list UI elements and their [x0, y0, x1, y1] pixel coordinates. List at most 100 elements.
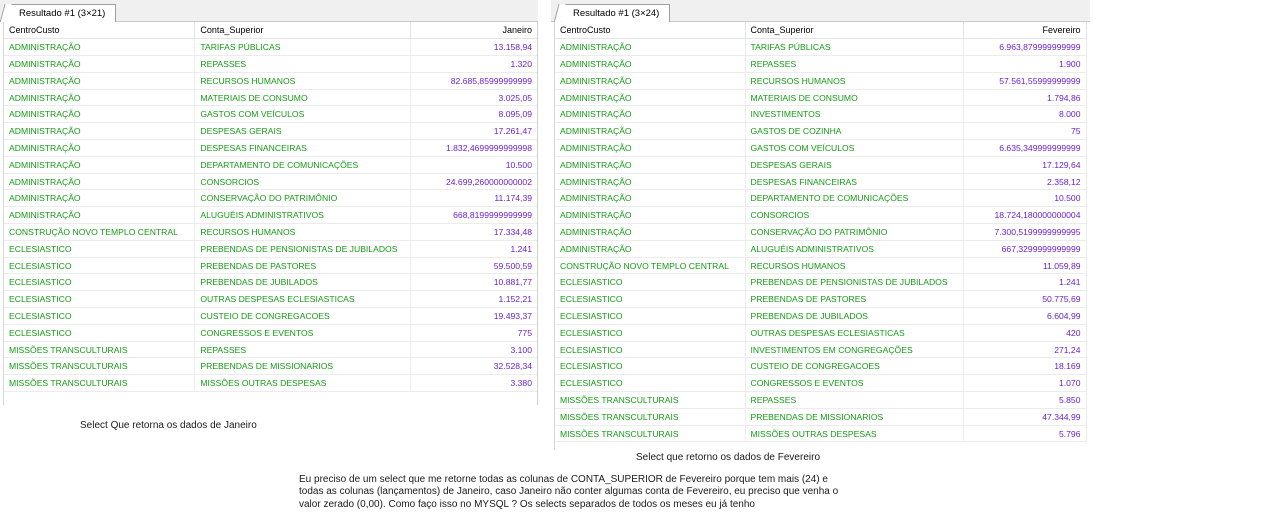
cell-conta-superior[interactable]: REPASSES — [745, 55, 964, 73]
cell-centrocusto[interactable]: ADMINISTRAÇÃO — [555, 72, 746, 90]
cell-valor[interactable]: 6.604,99 — [963, 307, 1087, 325]
cell-valor[interactable]: 10.881,77 — [410, 273, 538, 292]
cell-centrocusto[interactable]: ADMINISTRAÇÃO — [4, 156, 196, 174]
table-row[interactable]: ADMINISTRAÇÃO CONSERVAÇÃO DO PATRIMÔNIO 11… — [4, 189, 538, 208]
cell-valor[interactable]: 32.528,34 — [410, 357, 538, 376]
table-row[interactable]: CONSTRUÇÃO NOVO TEMPLO CENTRAL RECURSOS H… — [555, 257, 1087, 275]
cell-conta-superior[interactable]: CONGRESSOS E EVENTOS — [194, 324, 412, 342]
cell-valor[interactable]: 8.000 — [963, 105, 1087, 124]
column-header-conta-superior[interactable]: Conta_Superior — [194, 22, 412, 40]
table-row[interactable]: ECLESIASTICO PREBENDAS DE PASTORES 59.500,… — [4, 257, 538, 275]
table-row[interactable]: ADMINISTRAÇÃO CONSERVAÇÃO DO PATRIMÔNIO 7.… — [555, 223, 1087, 241]
tab-result-fevereiro[interactable]: Resultado #1 (3×24) — [560, 4, 671, 22]
cell-valor[interactable]: 3.380 — [410, 374, 538, 393]
cell-centrocusto[interactable]: ADMINISTRAÇÃO — [4, 72, 196, 90]
cell-valor[interactable]: 1.241 — [963, 273, 1087, 292]
cell-conta-superior[interactable]: REPASSES — [745, 391, 964, 409]
cell-conta-superior[interactable]: DESPESAS FINANCEIRAS — [745, 173, 964, 191]
cell-centrocusto[interactable]: ECLESIASTICO — [555, 341, 746, 359]
table-row[interactable]: MISSÕES TRANSCULTURAIS REPASSES 3.100 — [4, 341, 538, 359]
cell-conta-superior[interactable]: REPASSES — [194, 55, 412, 73]
table-row[interactable]: ADMINISTRAÇÃO GASTOS COM VEÍCULOS 8.095,09 — [4, 105, 538, 124]
cell-conta-superior[interactable]: TARIFAS PÚBLICAS — [194, 38, 412, 57]
table-row[interactable]: CONSTRUÇÃO NOVO TEMPLO CENTRAL RECURSOS H… — [4, 223, 538, 241]
cell-valor[interactable]: 17.129,64 — [963, 156, 1087, 174]
table-row[interactable]: ECLESIASTICO PREBENDAS DE PASTORES 50.775,… — [555, 290, 1087, 309]
cell-valor[interactable]: 775 — [410, 324, 538, 342]
cell-centrocusto[interactable]: ECLESIASTICO — [555, 290, 746, 309]
cell-centrocusto[interactable]: ADMINISTRAÇÃO — [555, 122, 746, 141]
cell-valor[interactable]: 2.358,12 — [963, 173, 1087, 191]
cell-conta-superior[interactable]: CONSERVAÇÃO DO PATRIMÔNIO — [194, 189, 412, 208]
cell-centrocusto[interactable]: ECLESIASTICO — [4, 273, 196, 292]
table-row[interactable]: MISSÕES TRANSCULTURAIS PREBENDAS DE MISSI… — [555, 408, 1087, 426]
cell-valor[interactable]: 17.261,47 — [410, 122, 538, 141]
cell-valor[interactable]: 5.850 — [963, 391, 1087, 409]
cell-valor[interactable]: 50.775,69 — [963, 290, 1087, 309]
cell-conta-superior[interactable]: RECURSOS HUMANOS — [745, 257, 964, 275]
table-row[interactable]: ADMINISTRAÇÃO MATERIAIS DE CONSUMO 3.025,0… — [4, 89, 538, 107]
cell-centrocusto[interactable]: ADMINISTRAÇÃO — [555, 223, 746, 241]
cell-centrocusto[interactable]: MISSÕES TRANSCULTURAIS — [4, 357, 196, 376]
cell-conta-superior[interactable]: RECURSOS HUMANOS — [194, 223, 412, 241]
cell-conta-superior[interactable]: CONSORCIOS — [745, 206, 964, 225]
cell-conta-superior[interactable]: PREBENDAS DE JUBILADOS — [194, 273, 412, 292]
table-row[interactable]: ADMINISTRAÇÃO CONSORCIOS 18.724,1800000000… — [555, 206, 1087, 225]
table-row[interactable]: ADMINISTRAÇÃO CONSORCIOS 24.699,2600000000… — [4, 173, 538, 191]
column-header-centrocusto[interactable]: CentroCusto — [4, 22, 196, 40]
table-row[interactable]: ADMINISTRAÇÃO DEPARTAMENTO DE COMUNICAÇÕE… — [4, 156, 538, 174]
cell-centrocusto[interactable]: MISSÕES TRANSCULTURAIS — [555, 408, 746, 426]
cell-valor[interactable]: 668,8199999999999 — [410, 206, 538, 225]
cell-valor[interactable]: 1.832,4699999999998 — [410, 139, 538, 157]
cell-centrocusto[interactable]: CONSTRUÇÃO NOVO TEMPLO CENTRAL — [4, 223, 196, 241]
table-row[interactable]: ADMINISTRAÇÃO DESPESAS GERAIS 17.129,64 — [555, 156, 1087, 174]
cell-conta-superior[interactable]: PREBENDAS DE PENSIONISTAS DE JUBILADOS — [194, 240, 412, 258]
cell-conta-superior[interactable]: DESPESAS FINANCEIRAS — [194, 139, 412, 157]
table-row[interactable]: ECLESIASTICO PREBENDAS DE JUBILADOS 10.881… — [4, 273, 538, 292]
table-row[interactable]: ADMINISTRAÇÃO ALUGUÉIS ADMINISTRATIVOS 667… — [555, 240, 1087, 258]
cell-valor[interactable]: 10.500 — [410, 156, 538, 174]
cell-conta-superior[interactable]: CONSERVAÇÃO DO PATRIMÔNIO — [745, 223, 964, 241]
table-row[interactable]: MISSÕES TRANSCULTURAIS MISSÕES OUTRAS DES… — [555, 425, 1087, 443]
cell-centrocusto[interactable]: MISSÕES TRANSCULTURAIS — [555, 425, 746, 443]
cell-centrocusto[interactable]: ADMINISTRAÇÃO — [555, 240, 746, 258]
cell-conta-superior[interactable]: MATERIAIS DE CONSUMO — [194, 89, 412, 107]
cell-conta-superior[interactable]: PREBENDAS DE MISSIONARIOS — [194, 357, 412, 376]
cell-conta-superior[interactable]: ALUGUÉIS ADMINISTRATIVOS — [194, 206, 412, 225]
cell-conta-superior[interactable]: PREBENDAS DE JUBILADOS — [745, 307, 964, 325]
cell-valor[interactable]: 667,3299999999999 — [963, 240, 1087, 258]
column-header-centrocusto[interactable]: CentroCusto — [555, 22, 746, 40]
cell-conta-superior[interactable]: PREBENDAS DE MISSIONARIOS — [745, 408, 964, 426]
cell-conta-superior[interactable]: DEPARTAMENTO DE COMUNICAÇÕES — [745, 189, 964, 208]
table-row[interactable]: ADMINISTRAÇÃO DEPARTAMENTO DE COMUNICAÇÕE… — [555, 189, 1087, 208]
cell-valor[interactable]: 1.900 — [963, 55, 1087, 73]
cell-valor[interactable]: 19.493,37 — [410, 307, 538, 325]
cell-valor[interactable]: 18.724,180000000004 — [963, 206, 1087, 225]
cell-centrocusto[interactable]: MISSÕES TRANSCULTURAIS — [4, 374, 196, 393]
table-row[interactable]: ECLESIASTICO CUSTEIO DE CONGREGACOES 19.49… — [4, 307, 538, 325]
table-row[interactable]: ECLESIASTICO PREBENDAS DE PENSIONISTAS DE… — [4, 240, 538, 258]
cell-valor[interactable]: 18.169 — [963, 357, 1087, 376]
table-row[interactable]: ECLESIASTICO PREBENDAS DE PENSIONISTAS DE… — [555, 273, 1087, 292]
table-row[interactable]: MISSÕES TRANSCULTURAIS REPASSES 5.850 — [555, 391, 1087, 409]
cell-centrocusto[interactable]: ECLESIASTICO — [555, 307, 746, 325]
cell-valor[interactable]: 59.500,59 — [410, 257, 538, 275]
cell-conta-superior[interactable]: OUTRAS DESPESAS ECLESIASTICAS — [194, 290, 412, 309]
cell-conta-superior[interactable]: RECURSOS HUMANOS — [745, 72, 964, 90]
cell-centrocusto[interactable]: CONSTRUÇÃO NOVO TEMPLO CENTRAL — [555, 257, 746, 275]
cell-valor[interactable]: 1.794,86 — [963, 89, 1087, 107]
cell-valor[interactable]: 1.320 — [410, 55, 538, 73]
cell-valor[interactable]: 3.100 — [410, 341, 538, 359]
cell-conta-superior[interactable]: DESPESAS GERAIS — [745, 156, 964, 174]
table-row[interactable]: ADMINISTRAÇÃO MATERIAIS DE CONSUMO 1.794,8… — [555, 89, 1087, 107]
cell-centrocusto[interactable]: ADMINISTRAÇÃO — [555, 89, 746, 107]
cell-centrocusto[interactable]: ADMINISTRAÇÃO — [4, 122, 196, 141]
cell-valor[interactable]: 75 — [963, 122, 1087, 141]
cell-conta-superior[interactable]: OUTRAS DESPESAS ECLESIASTICAS — [745, 324, 964, 342]
table-row[interactable]: ECLESIASTICO OUTRAS DESPESAS ECLESIASTICA… — [555, 324, 1087, 342]
table-row[interactable]: ADMINISTRAÇÃO REPASSES 1.900 — [555, 55, 1087, 73]
table-row[interactable]: ADMINISTRAÇÃO DESPESAS FINANCEIRAS 1.832,4… — [4, 139, 538, 157]
table-row[interactable]: ADMINISTRAÇÃO GASTOS DE COZINHA 75 — [555, 122, 1087, 141]
table-row[interactable]: ECLESIASTICO INVESTIMENTOS EM CONGREGAÇÕE… — [555, 341, 1087, 359]
cell-centrocusto[interactable]: ADMINISTRAÇÃO — [555, 156, 746, 174]
